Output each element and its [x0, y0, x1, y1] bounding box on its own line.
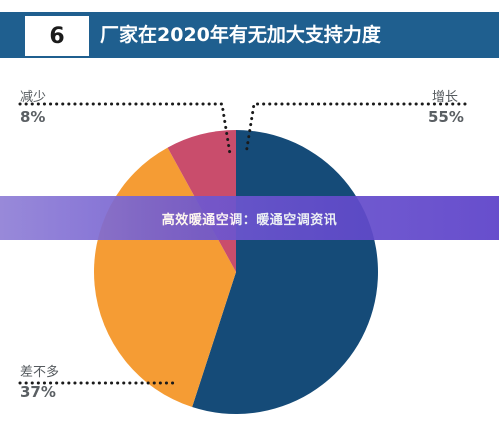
label-increase-pct: 55% — [428, 108, 464, 126]
leader-line-increase — [244, 102, 467, 156]
label-decrease-pct: 8% — [20, 108, 46, 126]
chart-title: 厂家在2020年有无加大支持力度 — [100, 24, 381, 46]
leader-line-decrease — [18, 102, 232, 156]
label-increase-name: 增长 — [432, 90, 459, 105]
watermark-banner: 高效暖通空调：暖通空调资讯 — [0, 196, 499, 240]
watermark-text: 高效暖通空调：暖通空调资讯 — [161, 212, 338, 228]
label-same-pct: 37% — [20, 383, 56, 401]
label-same-name: 差不多 — [20, 365, 60, 380]
section-number: 6 — [24, 15, 90, 57]
label-decrease-name: 减少 — [20, 90, 47, 105]
